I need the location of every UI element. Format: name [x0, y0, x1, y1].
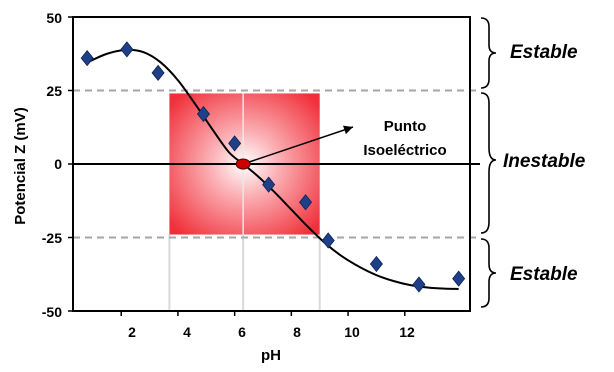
y-tick-label-minus25: -25	[42, 230, 62, 246]
data-point-0	[80, 50, 94, 67]
x-tick-label-10: 10	[344, 324, 360, 340]
x-tick-label-8: 8	[293, 324, 301, 340]
data-point-10	[452, 270, 466, 287]
y-tick-label-0: 0	[54, 156, 62, 172]
data-point-4	[228, 135, 242, 152]
brace-top	[480, 17, 497, 89]
x-tick-label-12: 12	[399, 324, 415, 340]
y-tick-label-minus50: -50	[42, 304, 62, 320]
isoelectric-point-marker	[235, 158, 251, 170]
y-axis-title: Potencial Z (mV)	[12, 107, 29, 225]
data-point-6	[299, 194, 313, 211]
brace-middle	[480, 92, 497, 234]
y-tick-label-50: 50	[46, 10, 62, 26]
fit-curve	[86, 48, 459, 290]
zone-label-top: Estable	[510, 42, 578, 63]
isoelectric-arrow-head	[343, 125, 353, 135]
data-point-5	[262, 176, 276, 193]
zone-label-middle: Inestable	[503, 151, 586, 172]
x-tick-label-6: 6	[238, 324, 246, 340]
data-point-9	[412, 276, 426, 293]
isoelectric-arrow-line	[248, 126, 354, 163]
x-tick-label-2: 2	[128, 324, 136, 340]
zone-label-bottom: Estable	[510, 264, 578, 285]
isoelectric-label-line2: Isoeléctrico	[363, 142, 446, 159]
isoelectric-label-line1: Punto	[384, 118, 427, 135]
data-point-8	[369, 255, 383, 273]
data-point-1	[120, 41, 134, 58]
x-axis-title: pH	[261, 347, 281, 364]
data-point-7	[321, 232, 335, 249]
data-point-3	[196, 105, 210, 123]
x-tick-label-4: 4	[183, 324, 191, 340]
y-tick-label-25: 25	[46, 83, 62, 99]
brace-bottom	[480, 238, 497, 308]
data-point-2	[151, 64, 165, 82]
